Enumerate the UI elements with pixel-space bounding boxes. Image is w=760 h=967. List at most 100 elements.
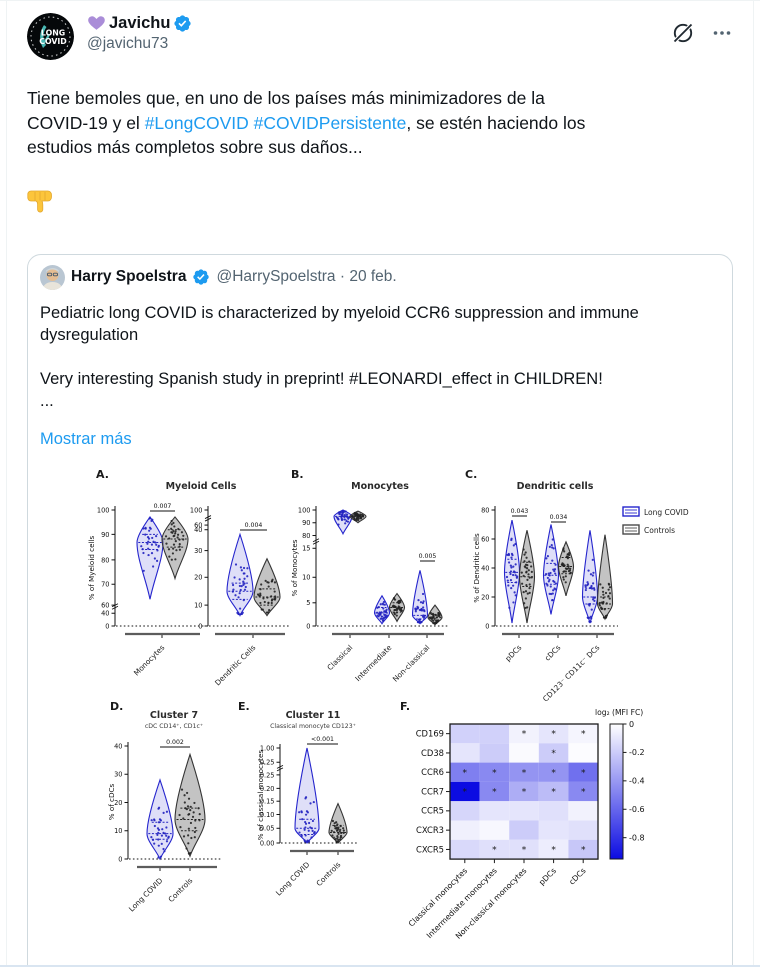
svg-text:20: 20 bbox=[194, 573, 202, 581]
svg-text:*: * bbox=[492, 845, 497, 855]
svg-text:10: 10 bbox=[114, 827, 122, 835]
svg-text:*: * bbox=[551, 729, 556, 739]
svg-text:*: * bbox=[581, 768, 586, 778]
svg-text:0.043: 0.043 bbox=[511, 508, 529, 515]
more-icon[interactable] bbox=[711, 22, 733, 44]
svg-text:90: 90 bbox=[101, 530, 109, 538]
svg-text:0: 0 bbox=[118, 855, 122, 863]
svg-text:CXCR5: CXCR5 bbox=[416, 844, 444, 854]
svg-text:CD38: CD38 bbox=[421, 747, 444, 757]
author-block: Javichu @javichu73 bbox=[87, 13, 671, 53]
verified-badge-icon bbox=[173, 14, 192, 33]
svg-text:*: * bbox=[492, 787, 497, 797]
svg-text:100: 100 bbox=[298, 506, 311, 514]
svg-text:log₂ (MFI FC): log₂ (MFI FC) bbox=[595, 708, 643, 717]
svg-text:0.004: 0.004 bbox=[245, 522, 263, 529]
svg-text:10: 10 bbox=[194, 601, 202, 609]
svg-text:CCR7: CCR7 bbox=[421, 786, 444, 796]
svg-text:A.: A. bbox=[96, 468, 109, 481]
svg-text:40: 40 bbox=[481, 564, 489, 572]
quote-author-name[interactable]: Harry Spoelstra bbox=[71, 267, 186, 287]
svg-text:40: 40 bbox=[194, 526, 202, 534]
svg-text:100: 100 bbox=[97, 506, 110, 514]
svg-text:Long COVID: Long COVID bbox=[644, 508, 689, 517]
tweet: LONG COVID Javichu @javichu73 bbox=[7, 1, 753, 967]
svg-text:70: 70 bbox=[101, 580, 109, 588]
svg-text:0: 0 bbox=[198, 622, 202, 630]
author-handle[interactable]: @javichu73 bbox=[87, 35, 671, 53]
svg-text:15: 15 bbox=[302, 544, 310, 552]
header-actions bbox=[671, 13, 733, 45]
svg-text:0.005: 0.005 bbox=[419, 553, 437, 560]
svg-text:D.: D. bbox=[110, 700, 123, 713]
column-border-left bbox=[6, 1, 7, 967]
long-covid-awareness-logo: LONG COVID bbox=[27, 13, 74, 60]
svg-text:*: * bbox=[522, 787, 527, 797]
grok-icon[interactable] bbox=[671, 21, 695, 45]
svg-text:-0.2: -0.2 bbox=[629, 748, 645, 757]
author-name[interactable]: Javichu bbox=[109, 13, 170, 33]
svg-text:0.007: 0.007 bbox=[154, 503, 172, 510]
svg-text:<0.001: <0.001 bbox=[311, 736, 334, 743]
verified-badge-icon bbox=[192, 268, 210, 286]
purple-heart-icon bbox=[87, 14, 106, 32]
avatar[interactable]: LONG COVID bbox=[27, 13, 74, 60]
svg-text:-0.8: -0.8 bbox=[629, 833, 645, 842]
svg-text:E.: E. bbox=[238, 700, 250, 713]
svg-text:*: * bbox=[581, 729, 586, 739]
quote-avatar[interactable] bbox=[40, 265, 65, 290]
svg-text:10: 10 bbox=[302, 573, 310, 581]
svg-text:90: 90 bbox=[302, 519, 310, 527]
svg-text:COVID: COVID bbox=[39, 37, 67, 46]
svg-text:Cluster 7: Cluster 7 bbox=[150, 710, 198, 721]
quoted-tweet[interactable]: Harry Spoelstra @HarrySpoelstra · 20 feb… bbox=[27, 254, 733, 967]
svg-text:40: 40 bbox=[114, 742, 122, 750]
backhand-index-pointing-down-icon bbox=[27, 188, 733, 214]
svg-text:*: * bbox=[522, 768, 527, 778]
svg-text:% of Monocytes: % of Monocytes bbox=[290, 539, 299, 596]
svg-text:5: 5 bbox=[306, 599, 310, 607]
svg-text:0.034: 0.034 bbox=[550, 514, 568, 521]
svg-text:*: * bbox=[522, 729, 527, 739]
svg-text:cDC CD14⁺, CD1c⁺: cDC CD14⁺, CD1c⁺ bbox=[145, 723, 203, 730]
hashtag-link[interactable]: #LongCOVID bbox=[145, 113, 249, 133]
svg-text:*: * bbox=[492, 768, 497, 778]
svg-text:-0.4: -0.4 bbox=[629, 776, 645, 785]
tweet-text: Tiene bemoles que, en uno de los países … bbox=[27, 86, 733, 160]
svg-text:Controls: Controls bbox=[644, 526, 675, 535]
svg-text:-0.6: -0.6 bbox=[629, 805, 645, 814]
svg-text:100: 100 bbox=[190, 506, 203, 514]
svg-text:Dendritic cells: Dendritic cells bbox=[517, 481, 594, 492]
svg-text:*: * bbox=[551, 845, 556, 855]
svg-text:*: * bbox=[551, 787, 556, 797]
svg-text:CCR6: CCR6 bbox=[421, 767, 444, 777]
svg-text:80: 80 bbox=[302, 531, 310, 539]
svg-text:20: 20 bbox=[481, 593, 489, 601]
svg-text:0.002: 0.002 bbox=[166, 739, 184, 746]
svg-text:*: * bbox=[551, 768, 556, 778]
svg-text:*: * bbox=[551, 748, 556, 758]
svg-text:0: 0 bbox=[105, 622, 109, 630]
svg-text:% of cDCs: % of cDCs bbox=[107, 783, 116, 820]
svg-text:F.: F. bbox=[400, 700, 410, 713]
svg-text:0: 0 bbox=[629, 719, 634, 728]
svg-text:CXCR3: CXCR3 bbox=[416, 824, 444, 834]
svg-text:% of Myeloid cells: % of Myeloid cells bbox=[87, 535, 96, 600]
quote-text: Pediatric long COVID is characterized by… bbox=[40, 302, 720, 412]
svg-text:30: 30 bbox=[194, 547, 202, 555]
svg-text:CD169: CD169 bbox=[416, 728, 444, 738]
tweet-header: LONG COVID Javichu @javichu73 bbox=[27, 13, 733, 60]
svg-text:*: * bbox=[522, 845, 527, 855]
hashtag-link[interactable]: #COVIDPersistente bbox=[254, 113, 407, 133]
svg-text:CCR5: CCR5 bbox=[421, 805, 444, 815]
svg-text:30: 30 bbox=[114, 770, 122, 778]
svg-text:60: 60 bbox=[101, 601, 109, 609]
svg-text:*: * bbox=[581, 787, 586, 797]
svg-text:*: * bbox=[463, 768, 468, 778]
column-border-right bbox=[753, 1, 754, 967]
show-more-link[interactable]: Mostrar más bbox=[40, 428, 720, 450]
svg-text:B.: B. bbox=[291, 468, 304, 481]
svg-text:Monocytes: Monocytes bbox=[351, 481, 409, 492]
